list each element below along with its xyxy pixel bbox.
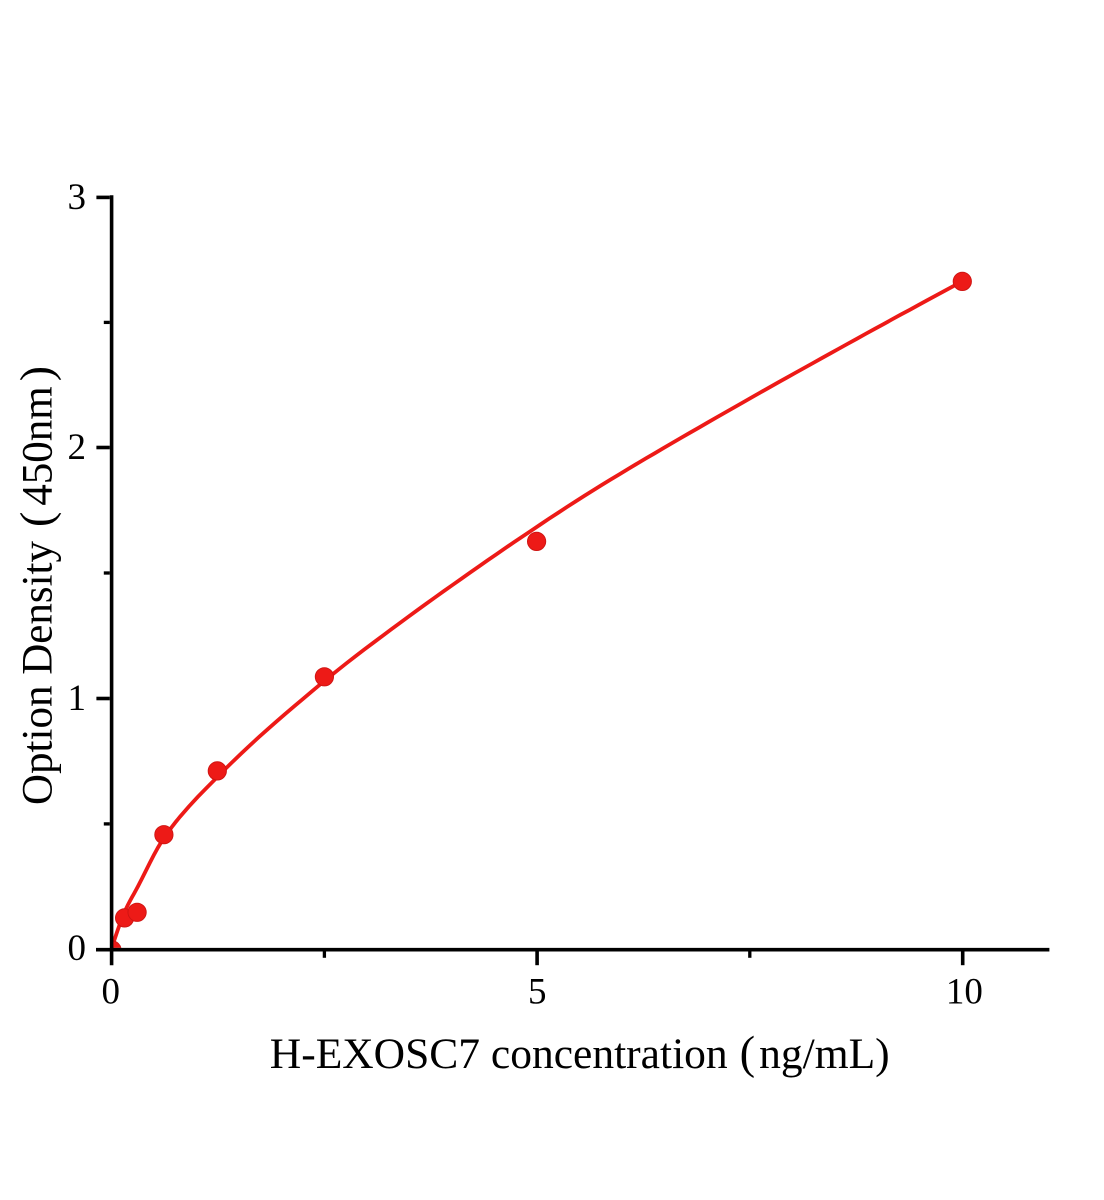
svg-text:0: 0 — [68, 928, 87, 969]
svg-text:Option Density(450nm): Option Density(450nm) — [11, 366, 62, 805]
svg-text:10: 10 — [946, 972, 983, 1013]
svg-text:2: 2 — [68, 427, 87, 468]
svg-text:5: 5 — [528, 972, 547, 1013]
svg-text:3: 3 — [68, 177, 87, 218]
svg-text:1: 1 — [68, 678, 87, 719]
svg-text:0: 0 — [101, 972, 120, 1013]
svg-text:H-EXOSC7 concentration(ng/mL): H-EXOSC7 concentration (ng/mL) — [270, 1028, 890, 1079]
